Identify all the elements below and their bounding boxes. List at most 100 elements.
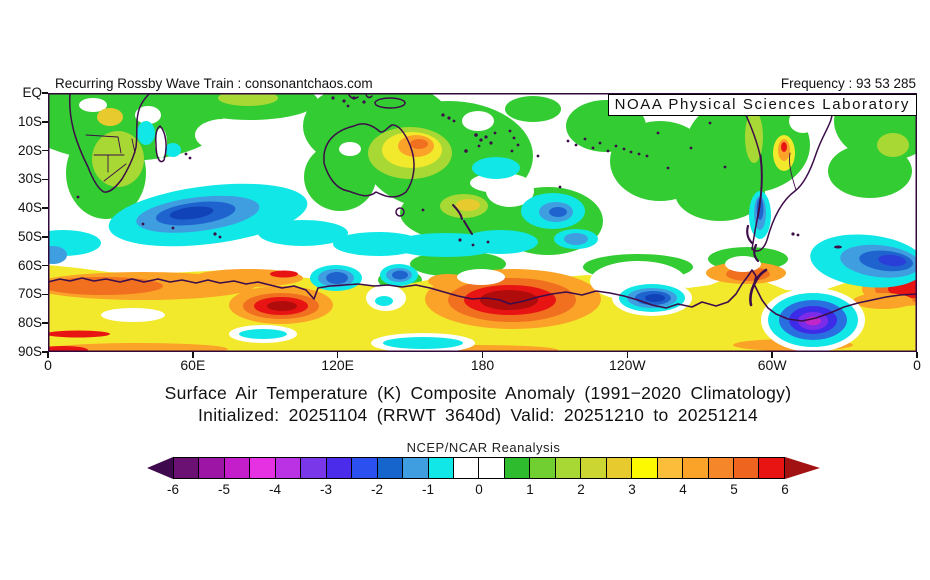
colorbar-segment (759, 458, 784, 478)
x-tick-label: 60W (757, 357, 787, 373)
colorbar-label: NCEP/NCAR Reanalysis (406, 440, 561, 455)
colorbar-segment (657, 458, 684, 478)
map-band-warm-cores (48, 262, 917, 352)
anomaly-map: NOAA Physical Sciences Laboratory (48, 93, 917, 352)
x-tick-label: 180 (470, 357, 495, 373)
colorbar-segment (632, 458, 658, 478)
colorbar-segment (403, 458, 429, 478)
x-tick-mark (916, 352, 918, 358)
colorbar-left-arrow (147, 457, 173, 479)
colorbar-segment (733, 458, 760, 478)
x-tick-mark (192, 352, 194, 358)
y-tick-label: 20S (17, 142, 42, 158)
madagascar-coast (155, 125, 167, 163)
x-tick-label: 120W (609, 357, 646, 373)
colorbar-tick-label: -3 (319, 482, 333, 497)
colorbar-tick-label: 2 (577, 482, 585, 497)
y-tick-label: EQ (22, 85, 42, 100)
map-neutral-white-holes (79, 98, 817, 207)
south-atlantic-cool-pool (810, 234, 917, 288)
colorbar-segment (250, 458, 276, 478)
y-tick-mark (42, 92, 48, 94)
tasmania-coast (395, 207, 405, 217)
noaa-attribution-box: NOAA Physical Sciences Laboratory (607, 94, 917, 116)
new-guinea-coast (374, 97, 406, 109)
y-tick-label: 50S (17, 228, 42, 244)
colorbar-tick-label: 4 (679, 482, 687, 497)
x-tick-mark (771, 352, 773, 358)
colorbar-segment (504, 458, 531, 478)
plot-subtitle: Initialized: 20251104 (RRWT 3640d) Valid… (198, 405, 758, 425)
colorbar-tick-label: 6 (781, 482, 789, 497)
x-tick-label: 60E (180, 357, 206, 373)
colorbar-segment (301, 458, 327, 478)
wilkes-land-warm-core (267, 301, 297, 311)
island-dots (76, 96, 842, 249)
colorbar-segment (199, 458, 225, 478)
x-tick-mark (336, 352, 339, 358)
colorbar-segment (453, 458, 480, 478)
y-tick-label: 40S (17, 200, 42, 216)
y-tick-label: 80S (17, 315, 42, 331)
colorbar-tick-labels: -6 -5 -4 -3 -2 -1 0 1 2 3 4 5 6 (167, 482, 789, 500)
south-america-borders (757, 152, 797, 219)
map-border (48, 93, 917, 352)
patagonia-detail (746, 224, 760, 263)
colorbar-tick-label: -1 (421, 482, 435, 497)
colorbar-segment (224, 458, 251, 478)
y-tick-label: 70S (17, 286, 42, 302)
colorbar-segment (479, 458, 505, 478)
colorbar-tick-label: 3 (628, 482, 636, 497)
anomaly-map-svg (48, 93, 917, 352)
colorbar-segment (275, 458, 302, 478)
weddell-cold-core (768, 293, 858, 347)
africa-coast (68, 93, 151, 193)
colorbar-segment (606, 458, 633, 478)
x-tick-mark (481, 352, 484, 358)
colorbar (147, 457, 820, 479)
x-tick-label: 0 (44, 357, 52, 373)
amundsen-cold-blob (619, 284, 685, 312)
colorbar-tick-label: 0 (475, 482, 483, 497)
y-tick-mark (42, 207, 48, 209)
colorbar-segment (708, 458, 734, 478)
y-tick-label: 90S (17, 344, 42, 359)
ross-sea-warm-core (480, 290, 538, 310)
antarctica-coast (48, 269, 917, 322)
y-tick-mark (42, 149, 48, 152)
colorbar-segment (683, 458, 709, 478)
colorbar-segment (581, 458, 607, 478)
y-tick-mark (42, 121, 48, 123)
colorbar-segment (428, 458, 454, 478)
colorbar-tick-label: 1 (526, 482, 534, 497)
colorbar-segment (326, 458, 353, 478)
y-tick-label: 30S (17, 171, 42, 187)
y-tick-label: 60S (17, 257, 42, 273)
colorbar-segment (174, 458, 200, 478)
colorbar-tick-label: -6 (166, 482, 180, 497)
australia-coast (323, 123, 415, 198)
y-tick-mark (42, 293, 48, 296)
colorbar-tick-label: -5 (217, 482, 231, 497)
colorbar-tick-label: -4 (268, 482, 282, 497)
colorbar-segments (173, 457, 785, 479)
colorbar-tick-label: 5 (730, 482, 738, 497)
y-tick-mark (42, 351, 48, 353)
colorbar-segment (530, 458, 556, 478)
plot-title: Surface Air Temperature (K) Composite An… (164, 383, 792, 403)
colorbar-segment (555, 458, 582, 478)
x-tick-label: 0 (913, 357, 921, 373)
x-tick-label: 120E (321, 357, 355, 373)
y-tick-mark (42, 236, 48, 238)
new-zealand-coast (452, 204, 473, 235)
coastlines (48, 93, 917, 322)
y-tick-mark (42, 264, 48, 267)
indian-ocean-cool-pool (108, 183, 308, 247)
africa-borders (85, 134, 136, 182)
colorbar-segment (352, 458, 378, 478)
plot-annotation-left: Recurring Rossby Wave Train : consonantc… (55, 76, 373, 91)
colorbar-right-arrow (785, 457, 820, 479)
frequency-annotation: Frequency : 93 53 285 (780, 76, 916, 91)
antarctic-peninsula-coast (749, 268, 768, 307)
